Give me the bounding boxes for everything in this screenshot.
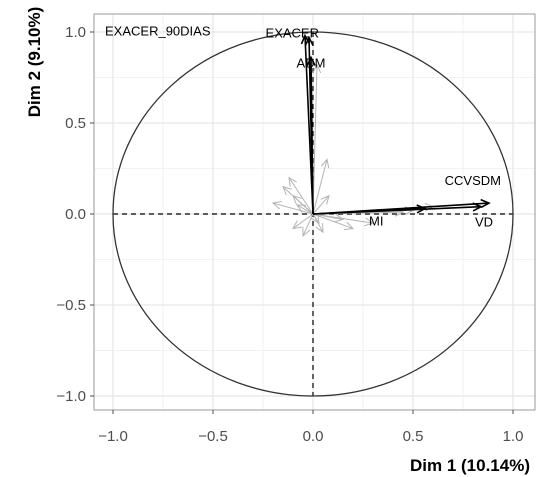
labeled-vectors: EXACER_90DIAS EXACER ADM CCVSDM VD MI bbox=[105, 24, 501, 230]
x-tick-label: −1.0 bbox=[98, 428, 128, 445]
y-tick-label: −1.0 bbox=[56, 388, 86, 405]
vector-unlabeled bbox=[296, 204, 314, 215]
vector-unlabeled bbox=[312, 63, 322, 215]
panel-border bbox=[93, 13, 536, 411]
vector-unlabeled bbox=[312, 213, 355, 230]
x-tick-label: −0.5 bbox=[198, 428, 228, 445]
vector-exacer-90dias: EXACER_90DIAS bbox=[105, 24, 314, 215]
x-tick-label: 1.0 bbox=[503, 428, 524, 445]
vector-unlabeled bbox=[312, 158, 330, 215]
vector-label: EXACER_90DIAS bbox=[105, 24, 211, 39]
vector-mi: MI bbox=[312, 204, 427, 229]
vector-unlabeled bbox=[288, 176, 314, 215]
x-tick-label: 0.5 bbox=[403, 428, 424, 445]
x-tick-label: 0.0 bbox=[303, 428, 324, 445]
x-axis-title: Dim 1 (10.14%) bbox=[410, 456, 530, 475]
y-axis-ticks: −1.0 −0.5 0.0 0.5 1.0 bbox=[56, 24, 94, 405]
vector-unlabeled bbox=[311, 213, 320, 225]
vector-unlabeled bbox=[292, 213, 314, 230]
vector-label: CCVSDM bbox=[445, 173, 501, 188]
vector-unlabeled bbox=[312, 194, 330, 215]
unit-circle bbox=[112, 31, 514, 397]
x-axis-ticks: −1.0 −0.5 0.0 0.5 1.0 bbox=[98, 410, 523, 445]
vector-vd: VD bbox=[312, 202, 493, 230]
vector-label: ADM bbox=[297, 55, 326, 70]
y-tick-label: 0.0 bbox=[65, 206, 86, 223]
y-tick-label: −0.5 bbox=[56, 297, 86, 314]
vector-adm: ADM bbox=[297, 55, 326, 215]
y-tick-label: 1.0 bbox=[65, 24, 86, 41]
y-axis-title: Dim 2 (9.10%) bbox=[25, 7, 44, 118]
vector-label: VD bbox=[475, 215, 493, 230]
vector-label: MI bbox=[369, 214, 383, 229]
vector-unlabeled bbox=[312, 213, 375, 227]
vector-label: EXACER bbox=[266, 25, 319, 40]
vector-unlabeled bbox=[271, 200, 314, 215]
y-tick-label: 0.5 bbox=[65, 115, 86, 132]
vector-unlabeled bbox=[302, 213, 314, 237]
